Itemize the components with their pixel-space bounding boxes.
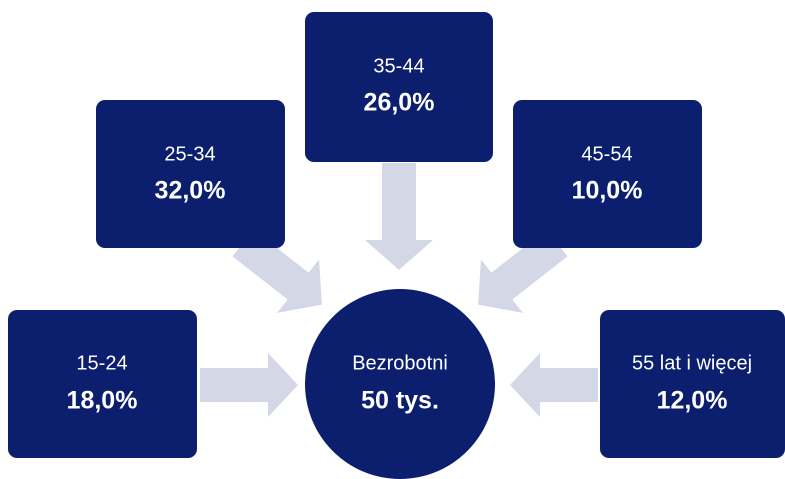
center-circle	[305, 289, 495, 479]
arrow	[510, 353, 598, 417]
node-box	[600, 310, 785, 458]
node-value: 10,0%	[572, 177, 643, 205]
node-box	[513, 100, 702, 248]
node-label: 45-54	[581, 143, 632, 165]
arrow	[365, 163, 433, 270]
node-box	[305, 12, 493, 162]
node-value: 12,0%	[657, 387, 728, 415]
node-label: 15-24	[76, 352, 127, 374]
arrow	[232, 229, 322, 313]
node-value: 26,0%	[364, 89, 435, 117]
node-label: 55 lat i więcej	[632, 352, 752, 374]
center-label: Bezrobotni	[352, 352, 448, 374]
arrow	[200, 353, 298, 417]
center-value: 50 tys.	[361, 387, 439, 415]
node-label: 25-34	[164, 143, 215, 165]
node-box	[8, 310, 197, 458]
node-box	[96, 100, 285, 248]
node-label: 35-44	[373, 55, 424, 77]
arrow	[478, 229, 568, 313]
node-value: 18,0%	[67, 387, 138, 415]
node-value: 32,0%	[155, 177, 226, 205]
